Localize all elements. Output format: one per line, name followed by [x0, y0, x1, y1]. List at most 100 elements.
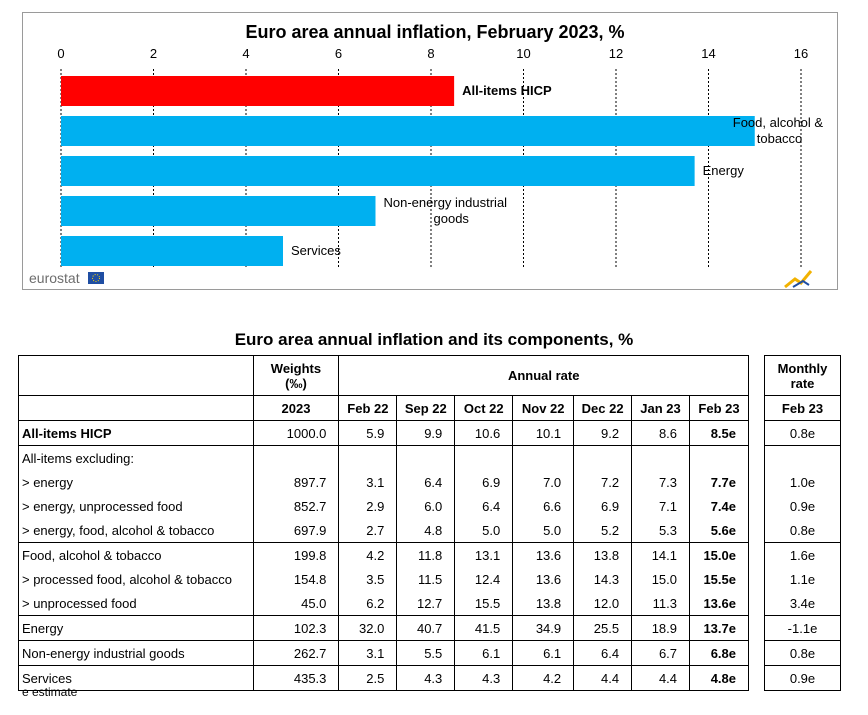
table-row: > energy, unprocessed food 852.7 2.9 6.0 6.4… — [18, 494, 749, 518]
rate-cell: 13.6e — [689, 591, 749, 616]
weight-cell: 154.8 — [252, 567, 340, 591]
rate-cell: 8.5e — [689, 420, 749, 446]
monthly-row: 1.1e — [764, 567, 841, 591]
bar-category-label: Non-energy industrial goods — [384, 195, 508, 226]
rate-cell: 4.3 — [396, 665, 456, 691]
bar-3 — [61, 196, 376, 226]
rate-cell: 13.1 — [454, 542, 514, 567]
monthly-row — [764, 445, 841, 470]
rate-cell: 6.4 — [454, 494, 514, 518]
rate-cell: 12.4 — [454, 567, 514, 591]
monthly-row: 0.8e — [764, 640, 841, 666]
eurostat-logo: eurostat — [29, 270, 104, 286]
rate-cell: 2.7 — [338, 518, 398, 543]
rate-cell: 4.8 — [396, 518, 456, 543]
weight-cell: 852.7 — [252, 494, 340, 518]
rate-cell: 25.5 — [573, 615, 633, 641]
rate-cell: 18.9 — [631, 615, 691, 641]
bar-chart: Euro area annual inflation, February 202… — [29, 22, 824, 289]
footnote: e estimate — [22, 685, 78, 699]
bars — [61, 76, 755, 266]
weights-label: Weights — [270, 360, 322, 376]
rate-cell: 12.7 — [396, 591, 456, 616]
row-label: All-items HICP — [18, 420, 254, 446]
rate-cell — [454, 445, 514, 470]
month-header: Nov 22 — [512, 395, 575, 421]
weights-unit: (‰) — [285, 375, 307, 391]
rate-cell: 7.1 — [631, 494, 691, 518]
rate-cell: 6.1 — [512, 640, 575, 666]
x-tick-label: 2 — [150, 46, 157, 61]
table-row: > energy, food, alcohol & tobacco 697.9 2.… — [18, 518, 749, 543]
table-row: > energy 897.7 3.1 6.4 6.9 7.0 7.2 7.3 7.7e — [18, 470, 749, 494]
rate-cell: 5.2 — [573, 518, 633, 543]
rate-cell: 7.4e — [689, 494, 749, 518]
rate-cell: 3.1 — [338, 470, 398, 494]
rate-cell: 9.9 — [396, 420, 456, 446]
rate-cell: 3.5 — [338, 567, 398, 591]
bar-category-label: Food, alcohol & tobacco — [733, 115, 824, 146]
weight-cell: 697.9 — [252, 518, 340, 543]
monthly-row: 0.9e — [764, 494, 841, 518]
rate-cell: 14.3 — [573, 567, 633, 591]
row-label: > energy — [18, 470, 254, 494]
rate-cell: 4.8e — [689, 665, 749, 691]
rate-cell: 41.5 — [454, 615, 514, 641]
monthly-rate-header: Monthly rate — [764, 355, 841, 396]
bar-category-label: All-items HICP — [462, 83, 552, 98]
rate-cell: 5.6e — [689, 518, 749, 543]
monthly-cell: 0.9e — [764, 665, 841, 691]
month-header: Jan 23 — [631, 395, 691, 421]
inflation-table: Weights (‰) Annual rate 2023 Feb 22 Sep 2… — [18, 355, 749, 691]
header-blank-2 — [18, 395, 254, 421]
monthly-row: 3.4e — [764, 591, 841, 616]
rate-cell: 4.2 — [512, 665, 575, 691]
month-header: Sep 22 — [396, 395, 456, 421]
rate-cell: 7.3 — [631, 470, 691, 494]
x-tick-label: 4 — [242, 46, 249, 61]
monthly-cell: 0.9e — [764, 494, 841, 518]
rate-cell: 11.8 — [396, 542, 456, 567]
bar-category-label: Services — [291, 243, 341, 258]
rate-cell: 4.3 — [454, 665, 514, 691]
row-label: > processed food, alcohol & tobacco — [18, 567, 254, 591]
x-tick-label: 10 — [516, 46, 530, 61]
monthly-cell: 1.1e — [764, 567, 841, 591]
rate-cell: 5.3 — [631, 518, 691, 543]
table-row: > processed food, alcohol & tobacco 154.8… — [18, 567, 749, 591]
chart-title: Euro area annual inflation, February 202… — [245, 22, 624, 42]
rate-cell: 7.2 — [573, 470, 633, 494]
row-label: Food, alcohol & tobacco — [18, 542, 254, 567]
rate-cell: 40.7 — [396, 615, 456, 641]
table-title: Euro area annual inflation and its compo… — [234, 330, 634, 349]
rate-cell — [573, 445, 633, 470]
rate-cell: 6.9 — [454, 470, 514, 494]
rate-cell: 15.5 — [454, 591, 514, 616]
monthly-row: 1.6e — [764, 542, 841, 567]
rate-cell — [689, 445, 749, 470]
rate-cell: 7.0 — [512, 470, 575, 494]
monthly-cell: 0.8e — [764, 640, 841, 666]
weight-cell — [252, 445, 340, 470]
rate-cell: 5.5 — [396, 640, 456, 666]
rate-cell: 12.0 — [573, 591, 633, 616]
rate-cell: 15.5e — [689, 567, 749, 591]
rate-cell: 5.9 — [338, 420, 398, 446]
x-tick-label: 14 — [701, 46, 715, 61]
rate-cell: 13.7e — [689, 615, 749, 641]
weights-year: 2023 — [252, 395, 340, 421]
month-header: Feb 22 — [338, 395, 398, 421]
x-tick-label: 0 — [57, 46, 64, 61]
monthly-row: 1.0e — [764, 470, 841, 494]
rate-cell: 2.5 — [338, 665, 398, 691]
monthly-month: Feb 23 — [764, 395, 841, 421]
table-row: Services 435.3 2.5 4.3 4.3 4.2 4.4 4.4 4.8e — [18, 665, 749, 691]
monthly-label: Monthly — [777, 360, 828, 376]
monthly-cell: 0.8e — [764, 518, 841, 543]
x-tick-label: 6 — [335, 46, 342, 61]
rate-cell: 6.8e — [689, 640, 749, 666]
weight-cell: 262.7 — [252, 640, 340, 666]
rate-cell: 10.6 — [454, 420, 514, 446]
rate-cell: 15.0 — [631, 567, 691, 591]
eurostat-wordmark: eurostat — [29, 270, 80, 286]
